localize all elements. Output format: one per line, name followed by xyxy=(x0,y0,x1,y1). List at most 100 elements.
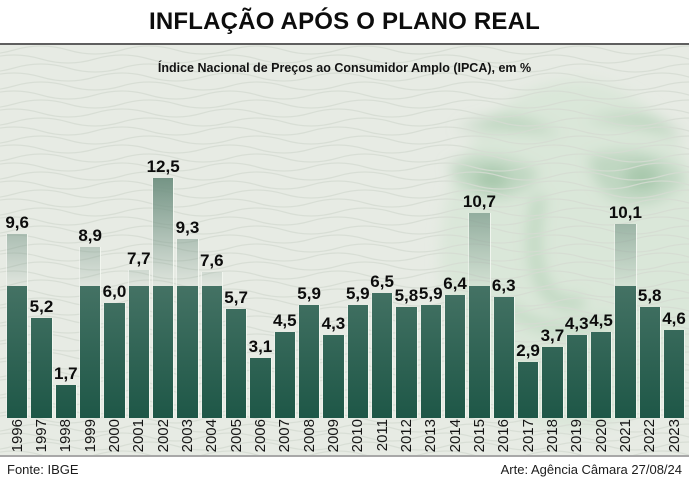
year-cell-2002: 2002 xyxy=(151,419,175,454)
bar-2014 xyxy=(443,295,467,418)
bar-slot-1999: 8,9 xyxy=(78,227,102,418)
bar-slot-2023: 4,6 xyxy=(662,310,686,418)
year-cell-2004: 2004 xyxy=(200,419,224,454)
year-label: 2011 xyxy=(373,419,391,452)
bar-1996 xyxy=(6,234,29,418)
bar-slot-2021: 10,1 xyxy=(609,204,642,418)
year-cell-1998: 1998 xyxy=(54,419,78,454)
year-label: 2007 xyxy=(276,419,294,453)
bar-2004 xyxy=(200,272,223,418)
year-cell-2000: 2000 xyxy=(102,419,126,454)
bars-row: 9,6 5,2 1,7 8,9 6,0 7,7 12,5 9,3 7,6 5,7 3,1 4,5 5,9… xyxy=(5,158,686,418)
bar-value-label: 2,9 xyxy=(516,341,540,361)
bar-value-label: 8,9 xyxy=(78,226,102,246)
bar-2006 xyxy=(249,358,272,418)
bar-value-label: 5,8 xyxy=(394,286,419,306)
year-cell-1997: 1997 xyxy=(29,419,53,454)
bar-slot-1996: 9,6 xyxy=(5,214,29,418)
bar-slot-2009: 4,3 xyxy=(321,315,345,418)
bar-slot-2000: 6,0 xyxy=(102,283,126,418)
bar-value-label: 5,9 xyxy=(345,284,370,304)
x-axis-labels: 1996 1997 1998 1999 2000 2001 2002 2003 2004 2005… xyxy=(5,419,686,454)
year-label: 2020 xyxy=(592,419,610,453)
year-label: 2006 xyxy=(251,419,269,453)
year-cell-2009: 2009 xyxy=(321,419,345,454)
bar-slot-2006: 3,1 xyxy=(248,338,272,418)
bar-2010 xyxy=(346,305,369,418)
year-label: 2021 xyxy=(616,419,634,453)
year-label: 1996 xyxy=(8,419,26,453)
bar-2007 xyxy=(273,332,296,418)
bar-value-label: 7,6 xyxy=(199,251,224,271)
bar-slot-2022: 5,8 xyxy=(638,287,662,418)
bar-2002 xyxy=(151,178,175,418)
bar-slot-2001: 7,7 xyxy=(127,250,151,418)
bar-1998 xyxy=(54,385,77,418)
chart-area: Índice Nacional de Preços ao Consumidor … xyxy=(0,45,689,455)
bar-slot-2019: 4,3 xyxy=(565,315,589,418)
bar-slot-2013: 5,9 xyxy=(419,285,443,418)
year-cell-2011: 2011 xyxy=(370,419,394,454)
bar-slot-2007: 4,5 xyxy=(273,312,297,418)
bar-slot-1998: 1,7 xyxy=(54,365,78,418)
bar-2020 xyxy=(589,332,613,418)
year-cell-2006: 2006 xyxy=(248,419,272,454)
bar-2018 xyxy=(541,347,564,418)
year-cell-2012: 2012 xyxy=(394,419,418,454)
year-label: 2009 xyxy=(324,419,342,453)
footer: Fonte: IBGE Arte: Agência Câmara 27/08/2… xyxy=(0,457,689,483)
year-cell-2003: 2003 xyxy=(175,419,199,454)
bar-2015 xyxy=(468,213,491,418)
year-cell-2014: 2014 xyxy=(443,419,467,454)
year-label: 2013 xyxy=(422,419,440,453)
bar-2019 xyxy=(565,335,588,418)
year-label: 2004 xyxy=(203,419,221,453)
bar-value-label: 3,1 xyxy=(248,337,273,357)
bar-slot-1997: 5,2 xyxy=(29,298,53,418)
bar-value-label: 3,7 xyxy=(540,326,565,346)
bar-value-label: 4,3 xyxy=(321,314,346,334)
year-cell-2015: 2015 xyxy=(467,419,491,454)
bar-2008 xyxy=(297,305,321,418)
bar-slot-2012: 5,8 xyxy=(394,287,418,418)
bar-slot-2016: 6,3 xyxy=(492,277,516,418)
year-label: 2001 xyxy=(130,419,148,453)
year-label: 1999 xyxy=(81,419,99,453)
bar-value-label: 4,6 xyxy=(662,309,686,329)
bar-slot-2014: 6,4 xyxy=(443,275,467,418)
art-credit: Arte: Agência Câmara 27/08/24 xyxy=(500,461,682,477)
year-cell-2005: 2005 xyxy=(224,419,248,454)
year-label: 2015 xyxy=(470,419,488,453)
year-label: 2003 xyxy=(178,419,196,453)
bar-value-label: 6,0 xyxy=(102,282,127,302)
bar-1997 xyxy=(30,318,53,418)
bar-2009 xyxy=(322,335,345,418)
bar-value-label: 6,3 xyxy=(491,276,516,296)
year-label: 2017 xyxy=(519,419,537,453)
year-cell-2001: 2001 xyxy=(127,419,151,454)
bar-value-label: 1,7 xyxy=(54,364,78,384)
year-label: 2002 xyxy=(154,419,172,453)
bar-value-label: 10,1 xyxy=(608,203,642,223)
bar-slot-2005: 5,7 xyxy=(224,289,248,418)
source-credit: Fonte: IBGE xyxy=(7,461,79,477)
bar-2013 xyxy=(419,305,442,418)
bar-value-label: 4,5 xyxy=(589,311,613,331)
bar-2011 xyxy=(370,293,394,418)
year-cell-2021: 2021 xyxy=(613,419,637,454)
bar-value-label: 9,6 xyxy=(5,213,29,233)
year-label: 2014 xyxy=(446,419,464,453)
bar-2000 xyxy=(103,303,126,418)
bar-value-label: 6,5 xyxy=(370,272,394,292)
bar-2022 xyxy=(638,307,661,418)
year-label: 2000 xyxy=(105,419,123,453)
bar-value-label: 12,5 xyxy=(146,157,180,177)
year-label: 2010 xyxy=(349,419,367,453)
bar-slot-2020: 4,5 xyxy=(589,312,613,418)
page-title: INFLAÇÃO APÓS O PLANO REAL xyxy=(149,7,540,35)
year-cell-2010: 2010 xyxy=(346,419,370,454)
bar-slot-2015: 10,7 xyxy=(463,193,496,418)
year-cell-2018: 2018 xyxy=(540,419,564,454)
bar-slot-2008: 5,9 xyxy=(297,285,321,418)
